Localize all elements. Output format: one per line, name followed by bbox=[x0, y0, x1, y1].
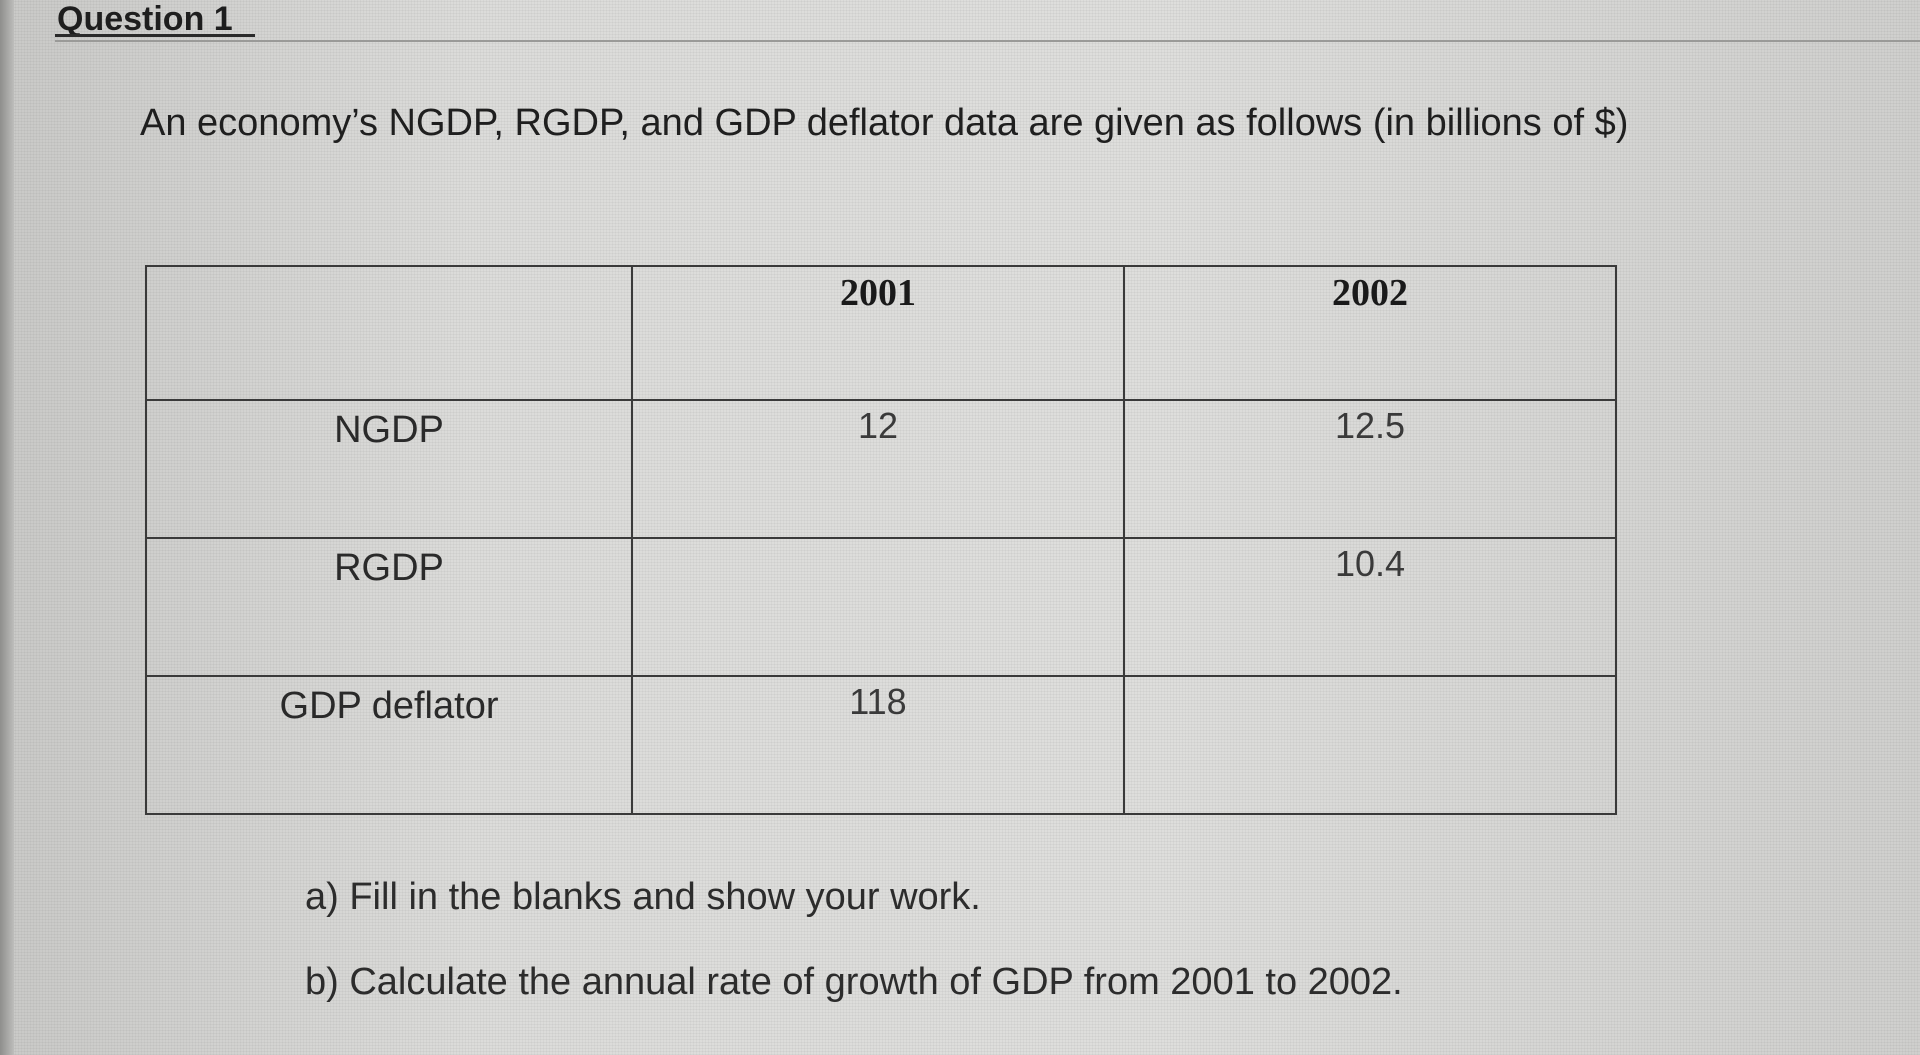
cell-deflator-2001: 118 bbox=[631, 675, 1125, 815]
table-header-row: 2001 2002 bbox=[145, 265, 1617, 401]
table-row-ngdp: NGDP 12 12.5 bbox=[145, 399, 1617, 539]
title-underline bbox=[55, 34, 255, 37]
row-label-ngdp: NGDP bbox=[145, 399, 633, 539]
header-cell-blank bbox=[145, 265, 633, 401]
cell-rgdp-2001 bbox=[631, 537, 1125, 677]
header-cell-2002: 2002 bbox=[1123, 265, 1617, 401]
cell-deflator-2002 bbox=[1123, 675, 1617, 815]
cell-ngdp-2001: 12 bbox=[631, 399, 1125, 539]
task-b-text: b) Calculate the annual rate of growth o… bbox=[305, 961, 1403, 1003]
row-label-gdp-deflator: GDP deflator bbox=[145, 675, 633, 815]
question-intro: An economy’s NGDP, RGDP, and GDP deflato… bbox=[140, 102, 1629, 144]
gdp-data-table: 2001 2002 NGDP 12 12.5 RGDP 10.4 GDP def… bbox=[145, 265, 1617, 815]
cell-ngdp-2002: 12.5 bbox=[1123, 399, 1617, 539]
question-title: Question 1 bbox=[57, 0, 233, 38]
question-header: Question 1 bbox=[55, 0, 1920, 42]
header-cell-2001: 2001 bbox=[631, 265, 1125, 401]
table-row-gdp-deflator: GDP deflator 118 bbox=[145, 675, 1617, 815]
table-row-rgdp: RGDP 10.4 bbox=[145, 537, 1617, 677]
window-left-edge bbox=[0, 0, 14, 1055]
cell-rgdp-2002: 10.4 bbox=[1123, 537, 1617, 677]
task-a-text: a) Fill in the blanks and show your work… bbox=[305, 876, 981, 918]
row-label-rgdp: RGDP bbox=[145, 537, 633, 677]
